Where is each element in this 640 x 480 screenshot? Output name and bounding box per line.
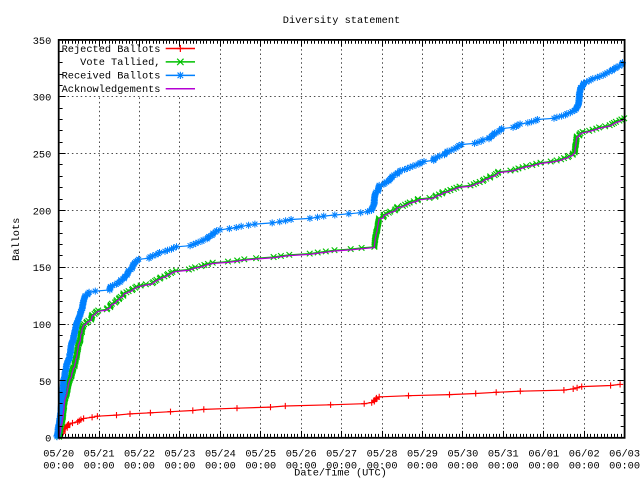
svg-text:00:00: 00:00 — [528, 460, 559, 472]
svg-text:06/03: 06/03 — [609, 448, 640, 460]
svg-text:350: 350 — [33, 36, 52, 48]
svg-text:05/31: 05/31 — [488, 448, 519, 460]
svg-text:100: 100 — [33, 320, 52, 332]
svg-text:05/20: 05/20 — [43, 448, 74, 460]
svg-text:05/23: 05/23 — [165, 448, 196, 460]
svg-text:06/02: 06/02 — [569, 448, 600, 460]
svg-text:05/28: 05/28 — [367, 448, 398, 460]
svg-text:00:00: 00:00 — [488, 460, 519, 472]
svg-text:00:00: 00:00 — [286, 460, 317, 472]
svg-text:00:00: 00:00 — [326, 460, 357, 472]
svg-text:200: 200 — [33, 206, 52, 218]
svg-text:06/01: 06/01 — [528, 448, 559, 460]
svg-text:05/29: 05/29 — [407, 448, 438, 460]
svg-text:Rejected Ballots: Rejected Ballots — [62, 44, 161, 56]
svg-text:300: 300 — [33, 93, 52, 105]
svg-text:05/24: 05/24 — [205, 448, 236, 460]
svg-text:150: 150 — [33, 263, 52, 275]
svg-text:05/26: 05/26 — [286, 448, 317, 460]
svg-text:250: 250 — [33, 150, 52, 162]
svg-text:00:00: 00:00 — [84, 460, 115, 472]
svg-text:00:00: 00:00 — [245, 460, 276, 472]
svg-text:05/30: 05/30 — [447, 448, 478, 460]
svg-text:00:00: 00:00 — [165, 460, 196, 472]
svg-text:00:00: 00:00 — [124, 460, 155, 472]
svg-text:00:00: 00:00 — [447, 460, 478, 472]
svg-text:05/22: 05/22 — [124, 448, 155, 460]
svg-text:Diversity statement: Diversity statement — [283, 15, 400, 27]
svg-text:00:00: 00:00 — [367, 460, 398, 472]
svg-text:50: 50 — [39, 377, 51, 389]
svg-text:0: 0 — [45, 434, 51, 446]
svg-text:00:00: 00:00 — [205, 460, 236, 472]
svg-text:Acknowledgements: Acknowledgements — [62, 84, 161, 96]
svg-text:Received Ballots: Received Ballots — [62, 71, 161, 83]
svg-text:Ballots: Ballots — [11, 218, 23, 261]
svg-text:05/21: 05/21 — [84, 448, 115, 460]
svg-text:Vote Tallied,: Vote Tallied, — [80, 57, 160, 69]
svg-text:00:00: 00:00 — [569, 460, 600, 472]
svg-text:00:00: 00:00 — [407, 460, 438, 472]
svg-text:05/25: 05/25 — [245, 448, 276, 460]
svg-text:00:00: 00:00 — [43, 460, 74, 472]
svg-text:05/27: 05/27 — [326, 448, 357, 460]
svg-text:Date/Time (UTC): Date/Time (UTC) — [294, 468, 387, 480]
svg-text:00:00: 00:00 — [609, 460, 640, 472]
